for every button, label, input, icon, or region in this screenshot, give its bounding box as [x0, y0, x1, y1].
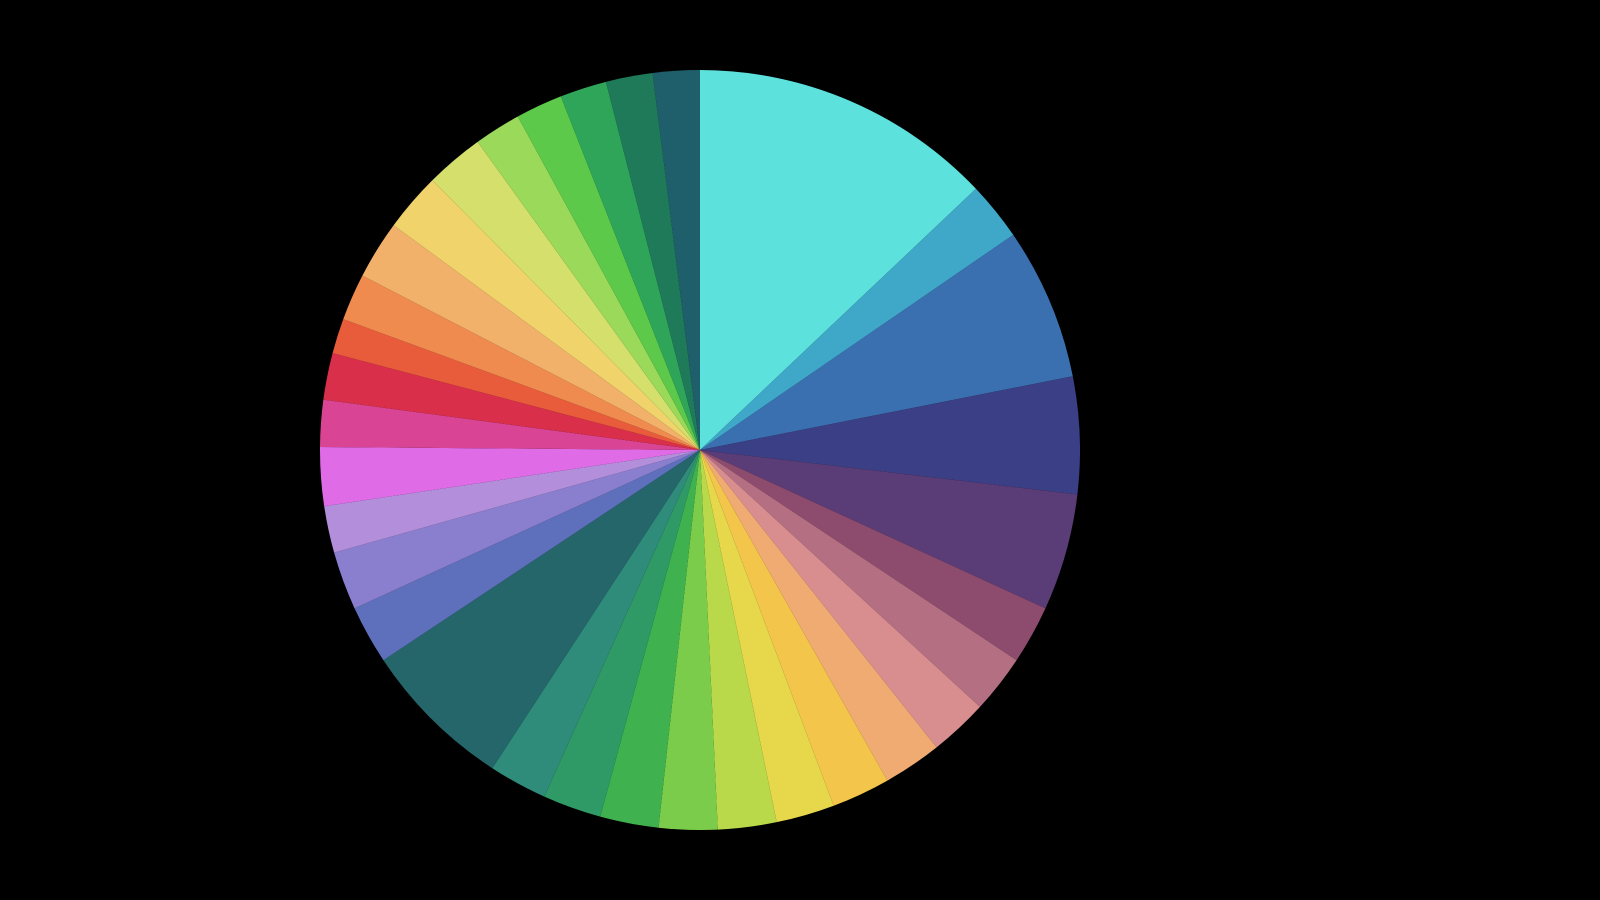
pie-chart-svg	[320, 70, 1080, 830]
pie-chart	[320, 70, 1080, 830]
